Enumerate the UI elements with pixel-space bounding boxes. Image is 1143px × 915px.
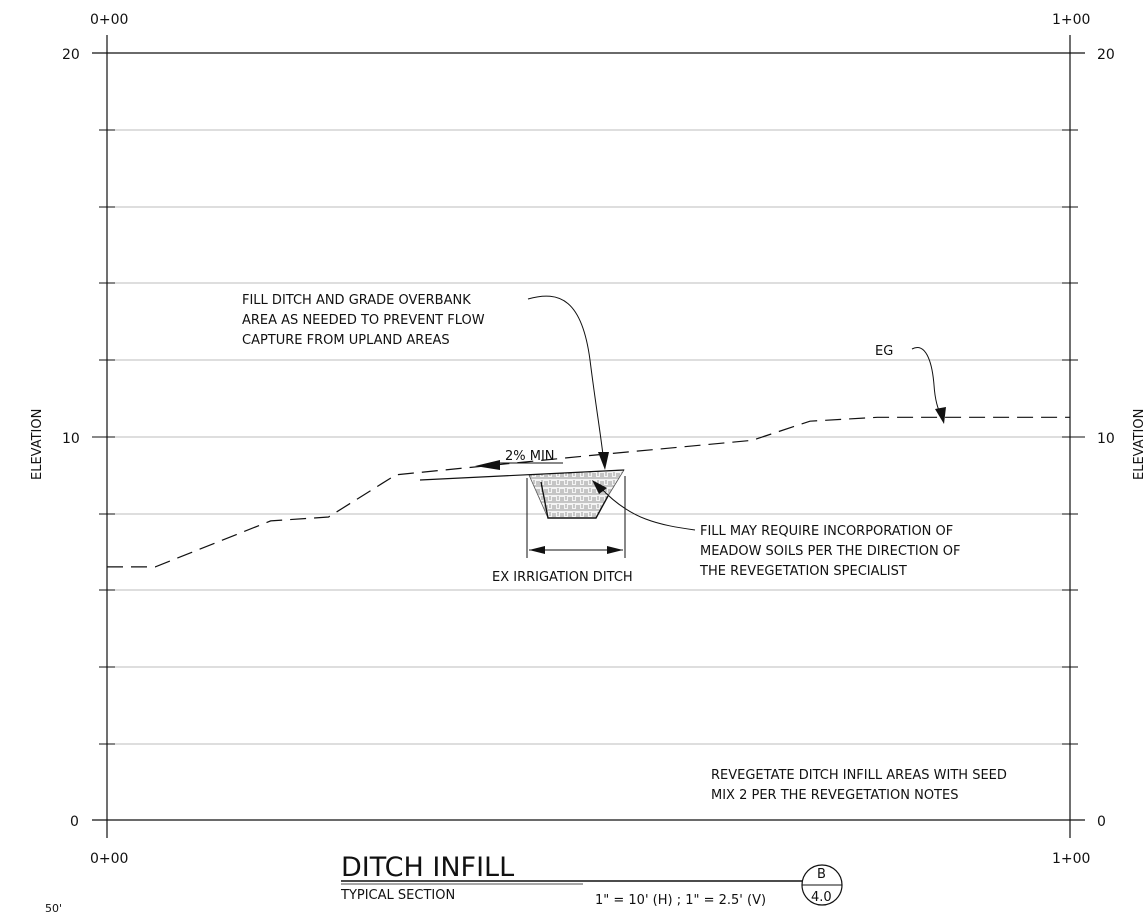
eg-leader [911, 347, 942, 415]
dimension-arrow-right [607, 546, 623, 554]
axis-label-left: ELEVATION [30, 409, 45, 480]
fill-may-leader [599, 486, 696, 531]
fill-ditch-leader-arrow [598, 452, 609, 470]
station-bottom-right: 1+00 [1052, 851, 1090, 867]
fill-ditch-note-line-3: CAPTURE FROM UPLAND AREAS [242, 333, 450, 348]
station-bottom-left: 0+00 [90, 851, 128, 867]
fill-may-leader-arrow [592, 480, 607, 494]
fill-ditch-note-line-2: AREA AS NEEDED TO PREVENT FLOW [242, 313, 485, 328]
fill-may-note-line-2: MEADOW SOILS PER THE DIRECTION OF [700, 544, 961, 559]
axis-label-right: ELEVATION [1132, 409, 1143, 480]
station-top-right: 1+00 [1052, 12, 1090, 28]
fill-may-note-line-3: THE REVEGETATION SPECIALIST [699, 564, 907, 579]
slope-label: 2% MIN [505, 449, 555, 464]
fill-ditch-leader [527, 295, 604, 456]
fill-may-note-line-1: FILL MAY REQUIRE INCORPORATION OF [700, 524, 953, 539]
elev-right-0: 0 [1097, 814, 1106, 830]
elev-left-0: 0 [70, 814, 79, 830]
revegetate-note-line-2: MIX 2 PER THE REVEGETATION NOTES [711, 788, 958, 803]
ditch-bottom-line [540, 481, 609, 519]
detail-scale: 1" = 10' (H) ; 1" = 2.5' (V) [595, 893, 766, 908]
ex-ditch-label: EX IRRIGATION DITCH [492, 570, 633, 585]
detail-title: DITCH INFILL [341, 852, 514, 883]
frame [92, 35, 1085, 838]
detail-subtitle: TYPICAL SECTION [340, 888, 455, 903]
proposed-grade-line [419, 469, 625, 481]
station-top-left: 0+00 [90, 12, 128, 28]
elev-left-20: 20 [62, 47, 80, 63]
grid-lines [107, 129, 1070, 745]
corner-label: 50' [45, 902, 62, 915]
tick-marks [92, 129, 1085, 745]
detail-letter: B [817, 867, 826, 882]
dimension-arrow-left [529, 546, 545, 554]
fill-ditch-note-line-1: FILL DITCH AND GRADE OVERBANK [242, 293, 471, 308]
elev-right-20: 20 [1097, 47, 1115, 63]
revegetate-note-line-1: REVEGETATE DITCH INFILL AREAS WITH SEED [711, 768, 1007, 783]
slope-arrow [475, 460, 500, 470]
eg-label: EG [875, 344, 893, 359]
detail-callout-bubble [801, 864, 843, 906]
elev-left-10: 10 [62, 431, 80, 447]
elev-right-10: 10 [1097, 431, 1115, 447]
eg-leader-arrow [935, 407, 946, 424]
existing-ground-line [107, 416, 1070, 568]
detail-sheet: 4.0 [811, 890, 832, 905]
